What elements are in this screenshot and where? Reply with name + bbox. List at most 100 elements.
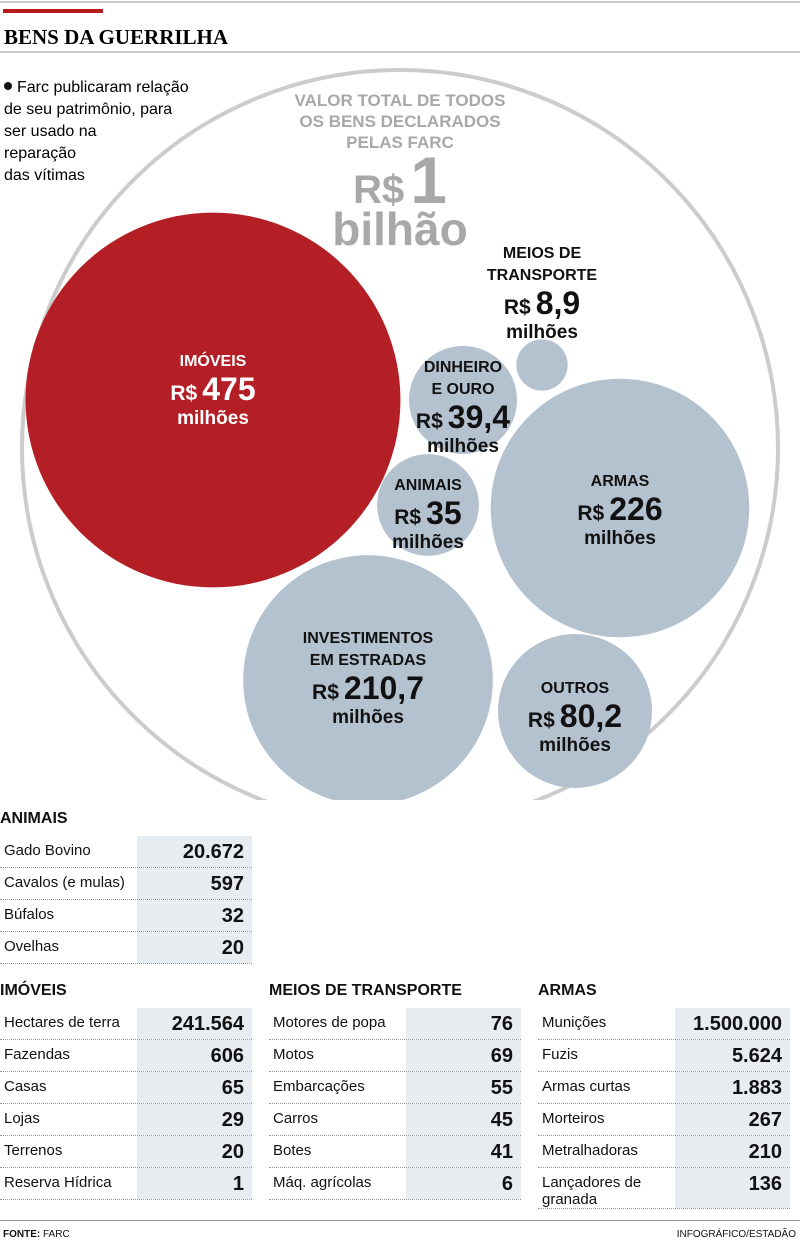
bubble-unit: milhões [427, 436, 499, 457]
row-label: Metralhadoras [542, 1142, 638, 1159]
bubble-label: ANIMAIS [394, 477, 462, 494]
table-row: Embarcações 55 [269, 1072, 521, 1104]
bubble-label: E OURO [431, 381, 494, 398]
row-value: 1.883 [675, 1072, 790, 1103]
total-currency: R$ [353, 168, 404, 212]
table-row: Máq. agrícolas 6 [269, 1168, 521, 1200]
table-row: Cavalos (e mulas) 597 [0, 868, 252, 900]
table-row: Lançadores de granada 136 [538, 1168, 790, 1209]
row-label: Motos [273, 1046, 314, 1063]
table-row: Carros 45 [269, 1104, 521, 1136]
row-label: Hectares de terra [4, 1014, 120, 1031]
total-number: 1 [410, 143, 447, 217]
bubble-number: 80,2 [560, 698, 622, 734]
row-label: Máq. agrícolas [273, 1174, 372, 1191]
table-row: Metralhadoras 210 [538, 1136, 790, 1168]
bubble-number: 35 [426, 495, 462, 531]
row-label: Lançadores de granada [542, 1174, 642, 1208]
row-value: 1 [137, 1168, 252, 1199]
row-label: Gado Bovino [4, 842, 91, 859]
row-value: 65 [137, 1072, 252, 1103]
row-value: 5.624 [675, 1040, 790, 1071]
row-value: 20 [137, 1136, 252, 1167]
bubble [243, 555, 493, 800]
row-label: Casas [4, 1078, 47, 1095]
table: IMÓVEIS Hectares de terra 241.564 Fazendas 6… [0, 980, 252, 1200]
table-row: Fazendas 606 [0, 1040, 252, 1072]
row-value: 20.672 [137, 836, 252, 867]
table-row: Casas 65 [0, 1072, 252, 1104]
bubble-label: DINHEIRO [424, 359, 502, 376]
table-title: ARMAS [538, 982, 597, 999]
bubble-currency: R$ [312, 681, 339, 704]
bubble-label: INVESTIMENTOS [303, 630, 434, 647]
bubble-label: MEIOS DE [503, 245, 582, 262]
row-label: Ovelhas [4, 938, 60, 955]
credit: INFOGRÁFICO/ESTADÃO [676, 1229, 796, 1240]
bubble-currency: R$ [394, 506, 421, 529]
row-value: 41 [406, 1136, 521, 1167]
row-value: 241.564 [137, 1008, 252, 1039]
bubble-currency: R$ [170, 382, 197, 405]
row-value: 32 [137, 900, 252, 931]
source: FONTE: FARC [3, 1229, 70, 1240]
intro-line: das vítimas [4, 167, 85, 184]
bubble [377, 454, 479, 556]
table-row: Terrenos 20 [0, 1136, 252, 1168]
bubble-label: ARMAS [591, 473, 650, 490]
bubble-number: 8,9 [536, 285, 580, 321]
intro-line: de seu patrimônio, para [4, 101, 172, 118]
bubble [25, 212, 401, 588]
table-row: Munições 1.500.000 [538, 1008, 790, 1040]
table-title: IMÓVEIS [0, 982, 67, 999]
row-value: 6 [406, 1168, 521, 1199]
row-label: Cavalos (e mulas) [4, 874, 125, 891]
row-value: 45 [406, 1104, 521, 1135]
table-row: Hectares de terra 241.564 [0, 1008, 252, 1040]
row-label: Fuzis [542, 1046, 578, 1063]
table-row: Ovelhas 20 [0, 932, 252, 964]
table-row: Motores de popa 76 [269, 1008, 521, 1040]
bubble-currency: R$ [528, 709, 555, 732]
bubble [490, 378, 750, 638]
table-row: Fuzis 5.624 [538, 1040, 790, 1072]
bubble-value: R$ 35 [394, 495, 461, 531]
bubble-art: BENS DA GUERRILHA Farc publicaram relaçã… [0, 1, 800, 800]
row-value: 55 [406, 1072, 521, 1103]
title: BENS DA GUERRILHA [4, 25, 229, 49]
table-title: MEIOS DE TRANSPORTE [269, 982, 462, 999]
row-value: 76 [406, 1008, 521, 1039]
bubble-label: IMÓVEIS [180, 351, 247, 370]
row-value: 20 [137, 932, 252, 963]
bubble-unit: milhões [506, 322, 578, 343]
table-title: ANIMAIS [0, 810, 68, 827]
total-circle [20, 68, 780, 800]
row-value: 69 [406, 1040, 521, 1071]
bubble-unit: milhões [392, 532, 464, 553]
table-row: Armas curtas 1.883 [538, 1072, 790, 1104]
bubble-value: R$ 226 [577, 491, 662, 527]
intro-line: ser usado na [4, 123, 97, 140]
bubble-value: R$ 39,4 [416, 399, 510, 435]
row-label: Embarcações [273, 1078, 365, 1095]
bubble-unit: milhões [539, 735, 611, 756]
total-label: VALOR TOTAL DE TODOS [295, 91, 506, 110]
row-value: 606 [137, 1040, 252, 1071]
bullet [4, 82, 12, 90]
total-label: PELAS FARC [346, 133, 454, 152]
bubble-value: R$ 8,9 [504, 285, 580, 321]
table: ANIMAIS Gado Bovino 20.672 Cavalos (e mulas… [0, 808, 252, 964]
bubble-currency: R$ [577, 502, 604, 525]
row-value: 210 [675, 1136, 790, 1167]
bubble-value: R$ 210,7 [312, 670, 424, 706]
table-row: Lojas 29 [0, 1104, 252, 1136]
bubble-label: TRANSPORTE [487, 267, 598, 284]
bubble-unit: milhões [177, 408, 249, 429]
bubble-value: R$ 80,2 [528, 698, 622, 734]
total-unit: bilhão [332, 203, 467, 255]
row-label: Fazendas [4, 1046, 70, 1063]
row-label: Morteiros [542, 1110, 605, 1127]
bubble-label: OUTROS [541, 680, 610, 697]
row-label: Munições [542, 1014, 607, 1031]
